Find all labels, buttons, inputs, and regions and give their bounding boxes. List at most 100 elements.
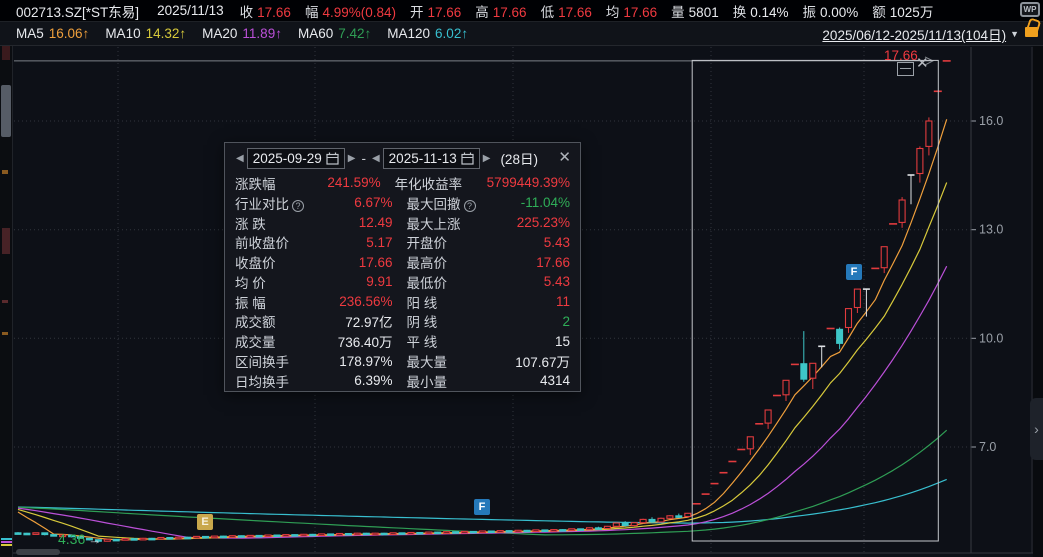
stat-label: 涨 跌 — [235, 216, 266, 232]
arrow-right-icon: → — [88, 532, 102, 547]
ma-label: MA20 — [202, 26, 238, 41]
ma-value: 11.89↑ — [242, 26, 282, 41]
stat-value: 12.49 — [358, 214, 393, 230]
range-label[interactable]: 2025/06/12-2025/11/13(104日) — [822, 28, 1007, 43]
quote-field-value: 17.66 — [492, 4, 527, 20]
quote-field-value: 4.99%(0.84) — [322, 4, 396, 20]
quote-field-value: 17.66 — [558, 4, 592, 20]
ma-legend-item: MA10 14.32↑ — [105, 26, 186, 41]
stat-label: 成交量 — [235, 335, 276, 351]
quote-field: 收 17.66 — [240, 1, 291, 21]
ma-value: 7.42↑ — [338, 26, 372, 41]
quote-field-label: 开 — [409, 4, 424, 20]
stat-label: 成交额 — [235, 315, 276, 331]
quote-field-label: 均 — [605, 4, 620, 20]
strip-mark — [2, 228, 10, 254]
interval-stats-panel[interactable]: ◀ 2025-09-29 ▶ - ◀ 2025-11-13 ▶ (28日) ✕ … — [224, 142, 581, 392]
stat-value: 5.43 — [543, 274, 570, 290]
ma-value: 16.06↑ — [48, 26, 90, 41]
quote-field: 幅 4.99%(0.84) — [305, 1, 396, 21]
ma-legend-item: MA60 7.42↑ — [298, 26, 371, 41]
next-date-arrow[interactable]: ▶ — [482, 152, 491, 164]
svg-text:16.0: 16.0 — [979, 114, 1003, 128]
start-date-picker[interactable]: 2025-09-29 — [246, 147, 345, 169]
quote-field: 换 0.14% — [733, 1, 789, 21]
help-icon[interactable]: ? — [292, 199, 304, 212]
quote-fields: 收 17.66 幅 4.99%(0.84) 开 17.66 高 17.66 低 17.66 均 17.… — [240, 1, 948, 21]
stats-row: 收盘价 17.66 最高价 17.66 — [225, 252, 580, 272]
period-low-marker: 4.36 → — [58, 531, 101, 547]
next-date-arrow[interactable]: ▶ — [347, 152, 356, 164]
calendar-icon — [461, 152, 474, 165]
panel-expand-handle[interactable]: › — [1030, 398, 1043, 460]
range-selector[interactable]: 2025/06/12-2025/11/13(104日) ▼ — [822, 24, 1019, 44]
quote-field-label: 幅 — [304, 4, 319, 20]
quote-field: 额 1025万 — [872, 1, 933, 21]
quote-field: 振 0.00% — [803, 1, 859, 21]
stat-value: 241.59% — [327, 175, 381, 191]
event-badge-F[interactable]: F — [474, 499, 490, 515]
stat-label: 最大上涨 — [406, 216, 461, 232]
chevron-down-icon[interactable]: ▼ — [1010, 29, 1019, 39]
stat-value: 4314 — [539, 373, 570, 389]
stat-value: 6.39% — [354, 373, 393, 389]
stats-row: 均 价 9.91 最低价 5.43 — [225, 272, 580, 292]
stat-value: 17.66 — [358, 254, 393, 270]
quote-field-label: 高 — [475, 4, 489, 20]
event-badge-F[interactable]: F — [846, 264, 862, 280]
unlock-icon[interactable] — [1025, 27, 1038, 37]
stat-value: 5.43 — [543, 234, 570, 250]
close-selection-icon[interactable]: ✕ — [916, 55, 929, 72]
stat-label: 前收盘价 — [235, 236, 289, 252]
quote-field-value: 17.66 — [427, 4, 462, 20]
box-zoom-icon[interactable] — [897, 62, 914, 76]
ma-legend-bar: MA5 16.06↑ MA10 14.32↑ MA20 11.89↑ MA60 7.42↑ MA… — [0, 22, 1043, 46]
quote-field: 开 17.66 — [410, 1, 461, 21]
stats-row: 区间换手 178.97% 最大量 107.67万 — [225, 351, 580, 371]
quote-field-value: 1025万 — [889, 4, 934, 20]
svg-text:7.0: 7.0 — [979, 440, 996, 454]
left-edge-strip — [0, 0, 13, 557]
quote-field-label: 换 — [732, 4, 747, 20]
stat-label: 均 价 — [235, 275, 266, 291]
stats-row: 前收盘价 5.17 开盘价 5.43 — [225, 232, 580, 252]
horizontal-scrollbar-thumb[interactable] — [16, 549, 60, 555]
stat-label: 日均换手 — [235, 374, 289, 390]
quote-bar: 002713.SZ[*ST东易] 2025/11/13 收 17.66 幅 4.99%… — [0, 0, 1043, 22]
ma-value: 14.32↑ — [145, 26, 187, 41]
strip-mark — [2, 170, 8, 174]
stats-row: 成交量 736.40万平 线 15 — [225, 331, 580, 351]
event-badge-E[interactable]: E — [197, 514, 213, 530]
strip-mark — [2, 40, 10, 60]
prev-date-arrow[interactable]: ◀ — [236, 152, 244, 164]
stat-value: 72.97亿 — [345, 315, 393, 331]
ma-legend-item: MA20 11.89↑ — [202, 26, 282, 41]
wp-tool-icon[interactable]: WP — [1020, 2, 1040, 17]
stat-label: 行业对比? — [235, 193, 321, 213]
prev-date-arrow[interactable]: ◀ — [371, 152, 380, 164]
quote-date: 2025/11/13 — [157, 3, 224, 18]
strip-mark — [1, 541, 12, 543]
quote-field-value: 17.66 — [257, 4, 291, 20]
close-icon[interactable]: ✕ — [558, 149, 571, 166]
stat-label: 涨跌幅 — [235, 176, 276, 192]
stat-label: 开盘价 — [406, 236, 448, 252]
left-scrollbar-thumb[interactable] — [1, 85, 11, 137]
stat-value: 107.67万 — [515, 355, 570, 371]
quote-field-label: 振 — [802, 4, 817, 20]
stat-value: 736.40万 — [337, 335, 393, 351]
quote-field-value: 5801 — [688, 4, 719, 20]
ma-label: MA5 — [16, 26, 44, 41]
stat-label: 最大回撤? — [407, 193, 499, 213]
help-icon[interactable]: ? — [463, 199, 476, 212]
stat-value: 178.97% — [339, 353, 393, 369]
stat-value: 17.66 — [536, 254, 570, 270]
end-date-picker[interactable]: 2025-11-13 — [382, 147, 480, 169]
quote-field-label: 低 — [540, 4, 555, 20]
quote-field: 均 17.66 — [606, 1, 657, 21]
quote-field-value: 0.00% — [820, 4, 859, 20]
stats-row: 行业对比? 6.67% 最大回撤? -11.04% — [225, 193, 580, 213]
quote-field-value: 0.14% — [750, 4, 789, 20]
ma-legend-item: MA120 6.02↑ — [387, 26, 468, 41]
